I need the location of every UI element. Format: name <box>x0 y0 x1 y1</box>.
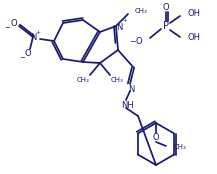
Text: CH₃: CH₃ <box>174 144 187 150</box>
Text: −: − <box>4 25 10 31</box>
Text: O: O <box>11 19 17 29</box>
Text: N: N <box>128 85 134 93</box>
Text: NH: NH <box>122 101 134 109</box>
Text: OH: OH <box>188 34 201 42</box>
Text: +: + <box>36 30 40 34</box>
Text: N: N <box>30 33 36 42</box>
Text: CH₃: CH₃ <box>77 77 89 83</box>
Text: N: N <box>116 22 122 31</box>
Text: O: O <box>153 133 159 143</box>
Text: CH₃: CH₃ <box>135 8 148 14</box>
Text: O: O <box>163 2 169 11</box>
Text: −: − <box>19 55 25 61</box>
Text: OH: OH <box>188 10 201 18</box>
Text: O: O <box>25 49 31 58</box>
Text: CH₃: CH₃ <box>111 77 123 83</box>
Text: +: + <box>123 18 127 23</box>
Text: P: P <box>163 21 169 31</box>
Text: −O: −O <box>129 37 143 45</box>
